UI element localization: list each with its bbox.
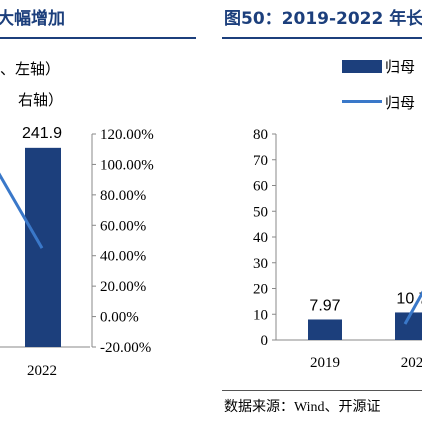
right-x-tick-2020: 202 bbox=[401, 355, 422, 371]
right-legend-line-label: 归母 bbox=[385, 94, 416, 112]
right-y-tick-80: 80 bbox=[253, 127, 268, 143]
right-line-series bbox=[403, 290, 422, 325]
left-line-series bbox=[0, 172, 44, 249]
right-y-tick-50: 50 bbox=[253, 204, 268, 220]
left-y2-tick-7: -20.00% bbox=[100, 340, 151, 356]
right-y-tick-60: 60 bbox=[253, 179, 268, 195]
left-chart-title: 大幅增加 bbox=[0, 9, 65, 29]
source-note: 数据来源：Wind、开源证 bbox=[224, 400, 381, 415]
right-bar-2019 bbox=[308, 319, 342, 340]
left-y2-tick-0: 120.00% bbox=[100, 127, 154, 143]
right-bar-data-label-2019: 7.97 bbox=[309, 297, 340, 314]
left-legend-entry-1: 、左轴） bbox=[0, 60, 61, 78]
left-title-rule bbox=[0, 37, 196, 39]
left-bar-data-label-2022: 241.9 bbox=[22, 125, 62, 142]
left-y2-tick-3: 60.00% bbox=[100, 218, 146, 234]
right-y-tick-70: 70 bbox=[253, 153, 268, 169]
right-legend-bar-label: 归母 bbox=[385, 58, 416, 76]
right-y-tick-10: 10 bbox=[253, 307, 268, 323]
right-x-tick-2019: 2019 bbox=[310, 355, 340, 371]
right-title-rule bbox=[222, 37, 422, 39]
right-legend-line-swatch bbox=[342, 100, 382, 103]
left-y2-tick-1: 100.00% bbox=[100, 157, 154, 173]
source-rule bbox=[222, 390, 422, 391]
left-y2-tick-5: 20.00% bbox=[100, 279, 146, 295]
left-legend-entry-2: 右轴） bbox=[18, 91, 64, 109]
right-y-tick-30: 30 bbox=[253, 256, 268, 272]
right-chart-title: 图50：2019-2022 年长 bbox=[224, 9, 422, 29]
left-x-tick-2022: 2022 bbox=[27, 363, 57, 379]
right-y-tick-20: 20 bbox=[253, 282, 268, 298]
right-y-tick-40: 40 bbox=[253, 230, 268, 246]
left-y2-tick-4: 40.00% bbox=[100, 249, 146, 265]
right-y-tick-0: 0 bbox=[261, 333, 269, 349]
left-y2-tick-6: 0.00% bbox=[100, 310, 139, 326]
left-y2-tick-2: 80.00% bbox=[100, 188, 146, 204]
right-legend-bar-swatch bbox=[342, 60, 382, 73]
